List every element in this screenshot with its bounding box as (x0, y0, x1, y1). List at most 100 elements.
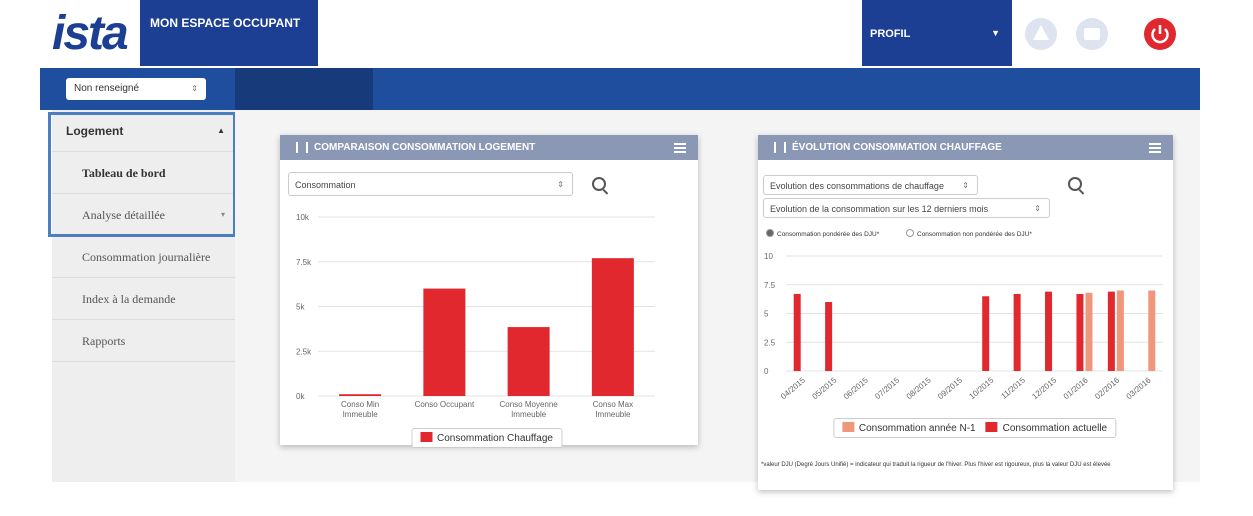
bar (1045, 291, 1053, 371)
y-tick-label: 0k (296, 392, 305, 401)
chart-select[interactable]: Consommation ⇕ (288, 172, 573, 196)
panel-header: COMPARAISON CONSOMMATION LOGEMENT (280, 135, 698, 160)
legend-swatch (420, 432, 432, 442)
bar (423, 288, 466, 396)
nav-bar-section (235, 68, 373, 110)
select-value: Evolution des consommations de chauffage (770, 181, 944, 191)
x-tick-label: 02/2016 (1093, 375, 1121, 401)
legend: Consommation Chauffage (411, 428, 562, 448)
panel-menu[interactable] (674, 143, 686, 145)
radio (906, 229, 914, 237)
sidebar-item[interactable]: Consommation journalière (52, 236, 235, 278)
legend-label: Consommation Chauffage (437, 433, 553, 444)
logo: ista (52, 7, 129, 60)
bar (982, 296, 990, 371)
select-value: Evolution de la consommation sur les 12 … (770, 204, 989, 214)
bar (1085, 292, 1093, 371)
item-label: Index à la demande (82, 292, 176, 306)
header-icons (1025, 18, 1176, 50)
item-label: Rapports (82, 334, 126, 348)
bar (1107, 291, 1115, 371)
x-tick-label: 12/2015 (1030, 375, 1058, 401)
sidebar: Logement ▲ Tableau de bord Analyse détaill… (52, 110, 235, 482)
x-tick-label: Conso Moyenne Immeuble (499, 400, 558, 419)
highlight-box (48, 112, 236, 237)
radio-label: Consommation non pondérée des DJU* (917, 231, 1032, 238)
x-tick-label: 11/2015 (999, 375, 1027, 400)
select-arrow: ⇕ (962, 181, 969, 190)
x-tick-label: 08/2015 (905, 375, 933, 401)
select-arrow: ⇕ (1034, 204, 1041, 213)
x-tick-label: 04/2015 (779, 375, 807, 401)
caret: ▾ (220, 210, 225, 219)
sidebar-item[interactable]: Index à la demande (52, 278, 235, 320)
bar (1148, 290, 1156, 371)
item-label: Tableau de bord (82, 166, 166, 180)
chart-plot: 0k 2.5k 5k 7.5k 10k (296, 213, 655, 401)
search-icon[interactable] (592, 177, 606, 191)
chart-select[interactable]: Evolution des consommations de chauffage… (763, 175, 978, 195)
radio-option[interactable]: Consommation pondérée des DJU* (766, 229, 879, 238)
y-tick-label: 5 (764, 310, 769, 319)
radio-option[interactable]: Consommation non pondérée des DJU* (906, 229, 1032, 238)
y-tick-label: 7.5 (764, 281, 776, 290)
select-arrow: ⇕ (557, 180, 564, 189)
x-tick-label: 06/2015 (842, 375, 870, 401)
chart-panel: COMPARAISON CONSOMMATION LOGEMENT Consomm… (280, 135, 698, 448)
search-icon[interactable] (1068, 177, 1082, 191)
bar (339, 394, 382, 396)
legend-entry[interactable]: Consommation actuelle (985, 422, 1108, 434)
y-tick-label: 2.5 (764, 338, 776, 347)
bar (825, 302, 833, 371)
chart-select[interactable]: Evolution de la consommation sur les 12 … (763, 198, 1050, 218)
chart-panel: ÉVOLUTION CONSOMMATION CHAUFFAGE Evolutio… (758, 135, 1173, 490)
profile-menu[interactable]: PROFIL ▼ (862, 0, 1012, 66)
legend-label: Consommation année N-1 (858, 423, 976, 434)
panel-title: ÉVOLUTION CONSOMMATION CHAUFFAGE (792, 142, 1002, 153)
x-tick-label: Conso Min Immeuble (341, 400, 380, 419)
x-tick-label: 09/2015 (936, 375, 964, 401)
panel-header: ÉVOLUTION CONSOMMATION CHAUFFAGE (758, 135, 1173, 160)
legend-swatch (841, 422, 854, 432)
panel-menu[interactable] (1149, 143, 1161, 145)
bar (793, 293, 801, 371)
item-label: Analyse détaillée (82, 208, 165, 222)
panel-title: COMPARAISON CONSOMMATION LOGEMENT (314, 142, 536, 153)
bar (591, 258, 634, 396)
y-tick-label: 5k (296, 303, 305, 312)
y-tick-label: 10k (296, 213, 310, 222)
x-tick-label: Conso Occupant (414, 400, 475, 409)
select-value: Consommation (295, 180, 356, 190)
sidebar-section[interactable]: Logement ▲ (52, 110, 235, 152)
item-label: Consommation journalière (82, 250, 211, 264)
x-tick-label: 10/2015 (968, 375, 996, 401)
legend: Consommation année N-1 Consommation actue… (832, 418, 1117, 438)
legend-label: Consommation actuelle (1002, 423, 1108, 434)
y-tick-label: 0 (764, 367, 769, 376)
housing-select[interactable]: Non renseigné ⇕ (66, 78, 206, 100)
x-tick-label: Conso Max Immeuble (592, 400, 634, 419)
select-value: Non renseigné (74, 83, 140, 94)
footnote: *valeur DJU (Degré Jours Unifié) = indic… (761, 462, 1111, 468)
app-title: MON ESPACE OCCUPANT (140, 0, 318, 66)
legend-entry[interactable]: Consommation Chauffage (420, 432, 553, 444)
radio (766, 229, 774, 237)
profile-label: PROFIL (870, 28, 911, 40)
y-tick-label: 10 (764, 252, 773, 261)
x-tick-label: 01/2016 (1062, 375, 1090, 401)
bar (1116, 290, 1124, 371)
panel-icon (774, 142, 786, 153)
x-tick-label: 07/2015 (873, 375, 901, 401)
chart-plot: 0 2.5 5 7.5 10 04/2015 05/2015 06/2015 07/2015 08… (764, 252, 1163, 401)
radio-label: Consommation pondérée des DJU* (777, 231, 880, 238)
caret: ▼ (991, 28, 1000, 38)
y-tick-label: 7.5k (296, 258, 312, 267)
sidebar-item[interactable]: Tableau de bord (52, 152, 235, 194)
x-tick-label: 03/2016 (1125, 375, 1153, 401)
bar (1013, 293, 1021, 371)
legend-entry[interactable]: Consommation année N-1 (841, 422, 976, 434)
y-tick-label: 2.5k (296, 347, 312, 356)
sidebar-item[interactable]: Rapports (52, 320, 235, 362)
bar (507, 327, 550, 396)
